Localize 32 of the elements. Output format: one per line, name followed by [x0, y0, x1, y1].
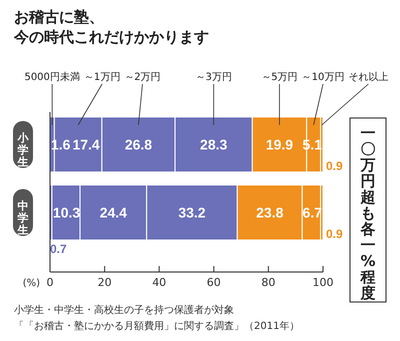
note-box: 一〇万円超も各一%程度 — [350, 118, 386, 302]
x-tick-label: 80 — [261, 276, 276, 289]
data-label: 0.7 — [50, 242, 68, 256]
data-label: 0.9 — [326, 227, 344, 241]
text: 5000円未満 — [24, 71, 80, 83]
data-label: 0.9 — [326, 159, 344, 173]
data-label: 24.4 — [100, 204, 128, 220]
text: 小学生・中学生・高校生の子を持つ保護者が対象 — [14, 304, 234, 316]
x-tick-label: 60 — [206, 276, 221, 289]
x-tick-label: 20 — [98, 276, 112, 289]
y-tick-label: 小学生 — [16, 131, 30, 168]
x-tick-label: 40 — [152, 276, 166, 289]
x-tick-label: 100 — [312, 276, 334, 289]
data-label: 10.3 — [52, 204, 80, 220]
x-axis-title: (%) — [22, 278, 40, 289]
text: それ以上 — [348, 71, 388, 83]
chart-title: お稽古に塾、 — [14, 8, 104, 26]
data-label: 19.9 — [266, 136, 294, 152]
text: 「「お稽古・塾にかかる月額費用」に関する調査」（2011年） — [14, 320, 300, 332]
data-label: 33.2 — [178, 204, 206, 220]
chart-subtitle: 今の時代これだけかかります — [13, 28, 209, 46]
text: ～3万円 — [195, 72, 232, 83]
text: ～1万円 — [84, 72, 120, 83]
data-label: 23.8 — [256, 204, 284, 220]
text: ～2万円 — [124, 72, 161, 83]
data-label: 28.3 — [200, 136, 228, 152]
data-label: 26.8 — [124, 136, 152, 152]
x-tick-label: 0 — [46, 276, 54, 289]
text: ～10万円 — [302, 72, 344, 83]
y-tick-label: 中学生 — [16, 199, 28, 236]
data-label: 17.4 — [72, 136, 100, 152]
text: ～5万円 — [261, 72, 298, 83]
